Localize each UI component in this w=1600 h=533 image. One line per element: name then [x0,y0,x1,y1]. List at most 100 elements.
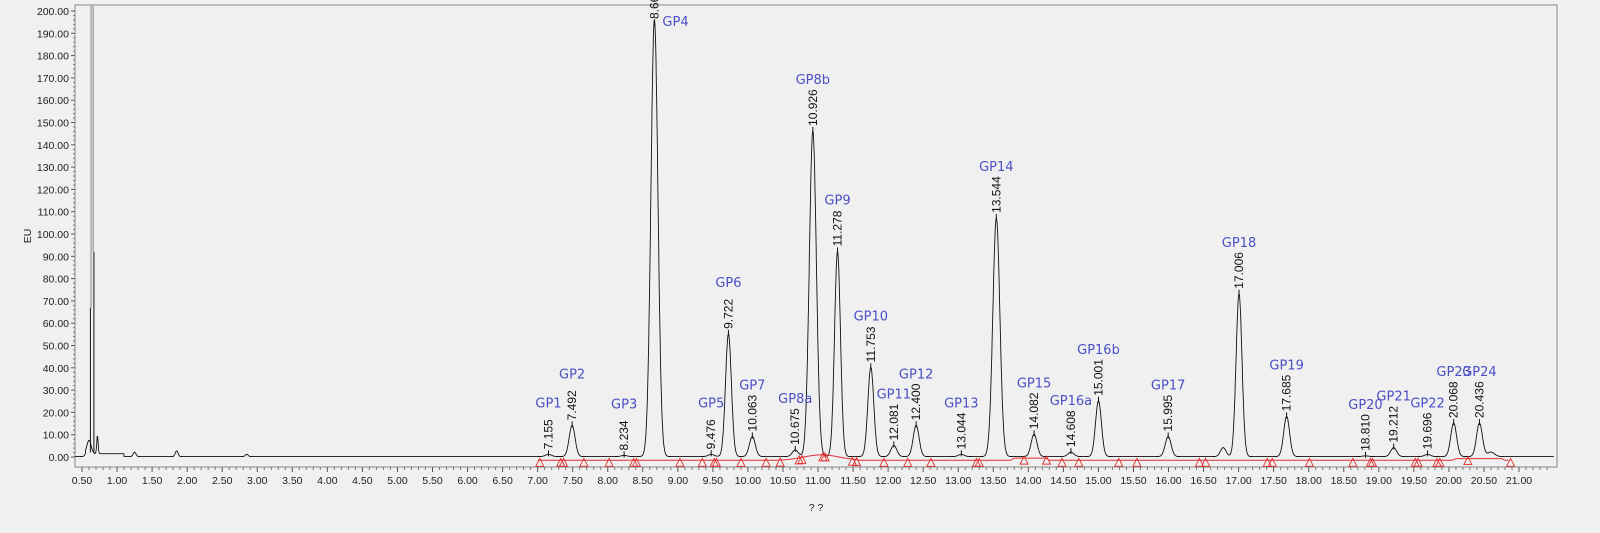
x-tick-label: 4.00 [317,475,338,487]
x-tick-label: 8.00 [598,475,619,487]
x-tick-label: 11.00 [805,475,831,487]
peak-boundary-marker [797,454,807,464]
x-tick-label: 6.50 [492,475,513,487]
peak-name-label: GP16b [1077,343,1120,358]
peak-name-label: GP18 [1222,236,1256,251]
peak-boundary-marker [794,454,804,465]
peak-boundary-marker [1074,457,1084,467]
peak-name-label: GP1 [535,396,561,411]
peak-name-label: GP8a [778,392,812,407]
peak-name-label: GP19 [1269,358,1303,373]
peak-boundary-marker [1348,457,1358,467]
x-tick-label: 21.00 [1506,475,1532,487]
x-tick-label: 5.50 [422,475,443,487]
retention-time-label: 20.068 [1447,381,1461,418]
x-tick-label: 2.00 [177,475,198,487]
y-tick-label: 190.00 [37,28,69,40]
peak-boundary-marker [675,457,685,467]
x-tick-label: 20.50 [1471,475,1497,487]
retention-time-label: 14.608 [1064,410,1078,447]
y-tick-label: 60.00 [43,318,69,330]
retention-time-label: 19.212 [1387,406,1401,443]
peak-name-label: GP4 [662,15,688,30]
peak-name-label: GP8b [796,73,830,88]
x-tick-label: 19.00 [1366,475,1392,487]
peak-boundary-marker [1267,457,1277,467]
x-tick-label: 2.50 [212,475,233,487]
y-tick-label: 50.00 [43,341,69,353]
peak-name-label: GP17 [1151,378,1185,393]
retention-time-label: 13.044 [954,412,968,449]
retention-time-label: 19.696 [1421,412,1435,449]
y-tick-label: 70.00 [43,296,69,308]
y-tick-label: 110.00 [38,207,69,219]
peak-boundary-marker [1019,455,1029,465]
peak-boundary-marker [1041,455,1052,465]
peak-name-label: GP2 [559,367,585,382]
traces [75,5,1554,467]
x-tick-label: 13.00 [945,475,971,487]
retention-time-label: 18.810 [1358,414,1372,451]
peak-name-label: GP20 [1348,398,1382,413]
peak-boundary-marker [761,457,771,467]
peak-boundary-marker [1132,457,1142,467]
peak-boundary-marker [1435,457,1445,467]
y-tick-label: 160.00 [37,95,69,107]
x-tick-label: 7.50 [562,475,583,487]
x-tick-label: 15.50 [1120,475,1146,487]
retention-time-label: 13.544 [989,176,1003,213]
x-tick-label: 3.00 [247,475,268,487]
peak-boundary-marker [1114,457,1124,467]
x-tick-label: 1.50 [142,475,163,487]
retention-time-label: 7.492 [565,390,579,420]
peak-name-label: GP15 [1017,376,1051,391]
peak-boundary-marker [558,457,569,467]
x-tick-label: 3.50 [282,475,303,487]
x-tick-label: 5.00 [387,475,408,487]
x-tick-label: 7.00 [527,475,548,487]
y-tick-label: 200.00 [37,6,69,18]
peak-name-label: GP16a [1050,394,1092,409]
peak-name-label: GP14 [979,160,1013,175]
x-tick-label: 18.50 [1331,475,1357,487]
y-tick-label: 0.00 [49,452,70,464]
x-tick-label: 15.00 [1085,475,1111,487]
peak-name-label: GP24 [1462,365,1496,380]
peak-name-label: GP13 [944,396,978,411]
peak-name-label: GP11 [877,387,911,402]
y-tick-label: 80.00 [43,274,69,286]
retention-time-label: 12.400 [909,383,923,420]
peak-boundary-marker [1505,457,1516,467]
retention-time-label: 7.155 [541,419,555,449]
x-tick-label: 10.50 [770,475,796,487]
x-tick-label: 12.00 [875,475,901,487]
retention-time-label: 11.753 [864,326,878,362]
peak-name-label: GP7 [739,378,765,393]
x-tick-label: 4.50 [352,475,373,487]
x-tick-label: 18.00 [1296,475,1322,487]
peak-name-label: GP10 [854,309,888,324]
peak-boundary-marker [1057,457,1067,467]
y-tick-label: 140.00 [37,140,69,152]
peak-boundary-marker [579,457,589,467]
peak-boundary-marker [1194,457,1205,467]
y-tick-label: 130.00 [37,162,69,174]
retention-time-label: 10.926 [806,89,820,126]
retention-time-label: 11.278 [831,210,845,246]
retention-time-label: 14.082 [1027,392,1041,429]
y-tick-label: 120.00 [37,184,69,196]
retention-time-label: 8.234 [617,420,631,450]
x-axis: 0.50 1.00 1.50 2.00 2.50 3.00 3.50 4.00 4.50 5.00… [72,467,1548,487]
peak-boundary-marker [604,457,614,467]
peak-boundary-marker [926,457,936,467]
peak-boundary-marker [535,457,545,467]
retention-time-label: 20.436 [1472,381,1486,418]
retention-time-label: 17.685 [1280,374,1294,411]
peak-name-label: GP9 [824,193,850,208]
y-tick-label: 10.00 [43,430,69,442]
peak-boundary-marker [974,457,984,467]
peak-name-label: GP5 [698,396,724,411]
y-tick-label: 90.00 [43,251,69,263]
retention-time-label: 10.675 [788,408,802,445]
